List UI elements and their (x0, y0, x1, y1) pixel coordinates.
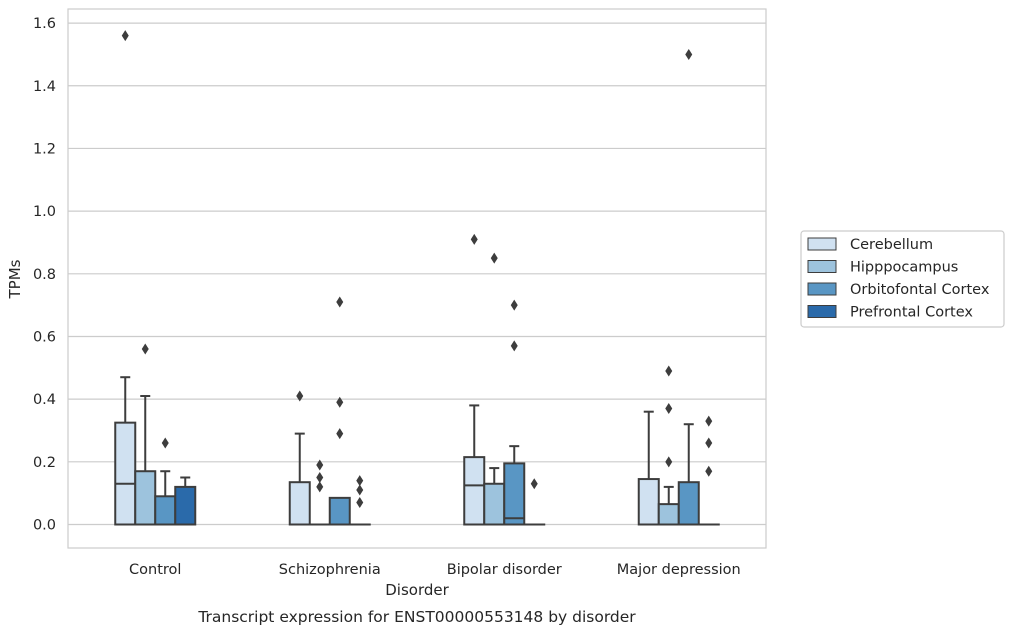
box-cerebellum (464, 234, 484, 525)
outlier-point (491, 253, 498, 264)
box-prefrontal-cortex (350, 475, 370, 524)
outlier-point (336, 397, 343, 408)
outlier-point (356, 475, 363, 486)
box-rect (135, 471, 155, 524)
outlier-point (665, 456, 672, 467)
outlier-point (336, 428, 343, 439)
y-tick-label: 1.0 (33, 204, 56, 220)
outlier-point (142, 344, 149, 355)
box-hipppocampus (484, 253, 504, 525)
box-orbitofontal-cortex (330, 297, 350, 525)
y-tick-label: 1.4 (33, 79, 56, 95)
box-cerebellum (115, 30, 135, 524)
box-rect (175, 487, 195, 525)
box-rect (330, 498, 350, 525)
legend: Cerebellum Hipppocampus Orbitofontal Corte… (801, 231, 1004, 327)
box-cerebellum (639, 412, 659, 525)
outlier-point (471, 234, 478, 245)
outlier-point (316, 459, 323, 470)
outlier-point (705, 438, 712, 449)
y-tick-label: 0.0 (33, 517, 56, 533)
box-prefrontal-cortex (699, 416, 719, 525)
box-rect (290, 482, 310, 524)
outlier-point (356, 497, 363, 508)
box-series (115, 30, 719, 524)
x-tick-label: Bipolar disorder (447, 562, 562, 578)
box-rect (115, 423, 135, 525)
outlier-point (316, 472, 323, 483)
box-orbitofontal-cortex (155, 438, 175, 525)
plot-frame (68, 9, 766, 548)
box-rect (659, 504, 679, 524)
x-tick-label: Major depression (617, 562, 741, 578)
x-tick-label: Schizophrenia (279, 562, 381, 578)
box-rect (484, 484, 504, 525)
outlier-point (511, 300, 518, 311)
legend-label: Hipppocampus (850, 260, 958, 276)
y-tick-label: 1.6 (33, 16, 56, 32)
outlier-point (122, 30, 129, 41)
box-hipppocampus (310, 459, 330, 524)
legend-swatch (808, 261, 836, 273)
outlier-point (296, 391, 303, 402)
outlier-point (162, 438, 169, 449)
box-orbitofontal-cortex (504, 300, 524, 525)
outlier-point (336, 297, 343, 308)
box-hipppocampus (659, 365, 679, 524)
legend-label: Cerebellum (850, 237, 933, 253)
outlier-point (356, 485, 363, 496)
outlier-point (316, 481, 323, 492)
box-prefrontal-cortex (175, 477, 195, 524)
outlier-point (531, 478, 538, 489)
box-rect (155, 496, 175, 524)
y-tick-label: 0.2 (33, 455, 56, 471)
x-axis-label: Disorder (385, 581, 449, 599)
legend-swatch (808, 283, 836, 295)
chart-caption: Transcript expression for ENST0000055314… (197, 608, 636, 626)
box-prefrontal-cortex (524, 478, 544, 524)
y-tick-label: 1.2 (33, 141, 56, 157)
outlier-point (665, 365, 672, 376)
box-rect (639, 479, 659, 524)
box-rect (679, 482, 699, 524)
y-tick-label: 0.4 (33, 392, 56, 408)
outlier-point (511, 340, 518, 351)
legend-label: Orbitofontal Cortex (850, 282, 990, 298)
box-orbitofontal-cortex (679, 49, 699, 525)
y-tick-label: 0.8 (33, 267, 56, 283)
y-tick-label: 0.6 (33, 329, 56, 345)
box-cerebellum (290, 391, 310, 525)
y-axis-label: TPMs (6, 259, 24, 299)
legend-label: Prefrontal Cortex (850, 305, 973, 321)
legend-swatch (808, 238, 836, 250)
outlier-point (705, 466, 712, 477)
outlier-point (685, 49, 692, 60)
x-tick-label: Control (129, 562, 181, 578)
grid-lines (68, 23, 766, 524)
outlier-point (705, 416, 712, 427)
box-hipppocampus (135, 344, 155, 525)
box-rect (464, 457, 484, 524)
outlier-point (665, 403, 672, 414)
legend-swatch (808, 306, 836, 318)
box-rect (504, 463, 524, 524)
